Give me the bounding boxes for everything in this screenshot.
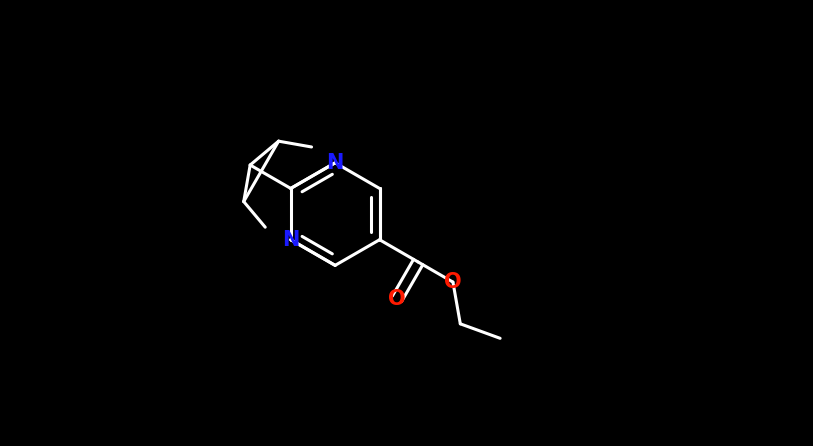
Text: N: N (282, 230, 299, 250)
Text: O: O (444, 272, 462, 292)
Text: O: O (388, 289, 406, 309)
Text: N: N (327, 153, 344, 173)
